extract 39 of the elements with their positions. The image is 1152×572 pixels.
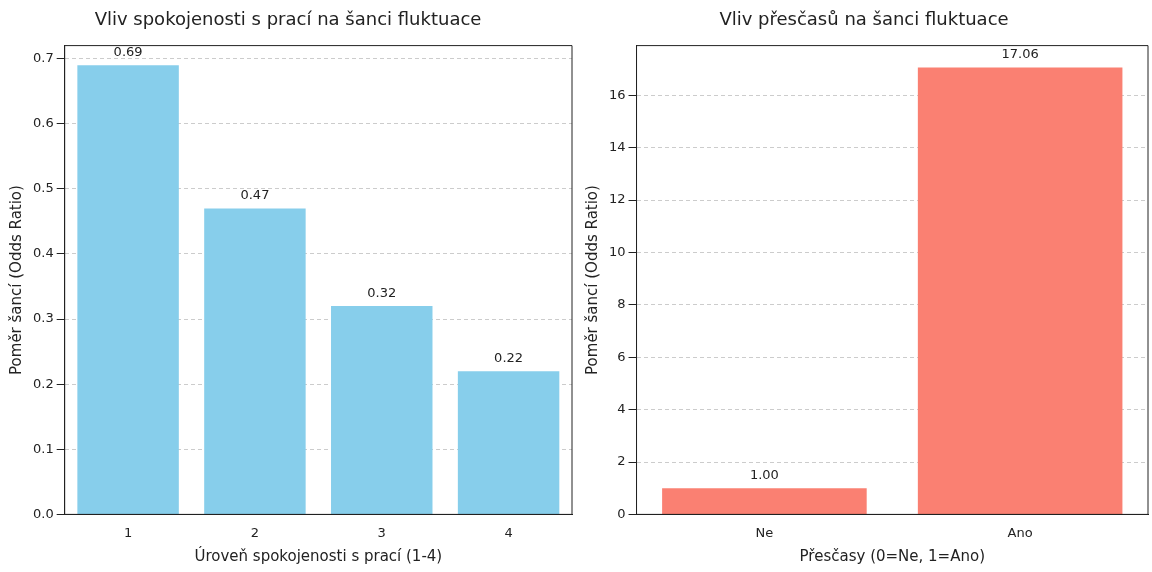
x-tick-label: 3 (377, 524, 386, 540)
y-tick-label: 0.2 (32, 375, 54, 391)
data-label: 0.47 (240, 187, 270, 203)
y-tick-label: 0.0 (32, 505, 54, 521)
y-tick-label: 0.7 (32, 50, 54, 65)
y-tick-label: 0.4 (32, 245, 54, 261)
bar (204, 208, 306, 514)
y-tick-label: 0.6 (32, 115, 54, 131)
y-tick-label: 10 (609, 243, 626, 259)
x-tick-label: 1 (123, 524, 133, 540)
bar (331, 306, 433, 514)
chart-title: Vliv přesčasů na šanci fluktuace (719, 8, 1009, 30)
bar (77, 65, 179, 514)
y-tick-label: 0.1 (32, 440, 54, 456)
y-tick-label: 0.5 (32, 180, 54, 196)
y-axis-title: Poměr šancí (Odds Ratio) (582, 185, 601, 375)
y-tick-label: 16 (609, 86, 626, 102)
y-tick-label: 2 (617, 453, 626, 469)
x-axis-title: Přesčasy (0=Ne, 1=Ano) (799, 546, 985, 565)
x-axis-title: Úroveň spokojenosti s prací (1-4) (194, 545, 443, 565)
data-label: 0.22 (494, 350, 524, 366)
x-tick-label: 2 (250, 524, 260, 540)
x-tick-label: 4 (504, 524, 513, 540)
x-tick-label: Ano (1007, 524, 1033, 540)
y-tick-label: 4 (617, 401, 626, 417)
data-label: 17.06 (1001, 46, 1039, 62)
data-label: 0.69 (113, 44, 143, 60)
y-tick-label: 12 (609, 191, 626, 207)
y-tick-label: 0.3 (32, 310, 54, 326)
chart-title: Vliv spokojenosti s prací na šanci fluktuace (94, 8, 482, 30)
y-tick-label: 0 (617, 505, 626, 521)
y-tick-label: 14 (609, 139, 626, 155)
data-label: 0.32 (367, 284, 397, 300)
data-label: 1.00 (749, 467, 779, 483)
bar (457, 371, 560, 514)
y-tick-label: 6 (617, 348, 626, 364)
y-tick-label: 8 (617, 296, 626, 312)
x-tick-label: Ne (755, 524, 774, 540)
y-axis-title: Poměr šancí (Odds Ratio) (6, 185, 25, 375)
